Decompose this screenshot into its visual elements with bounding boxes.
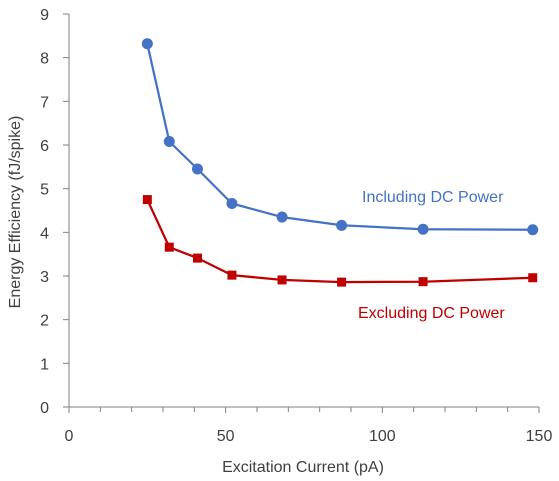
y-tick-label: 0 <box>40 400 49 417</box>
y-tick-label: 2 <box>40 313 49 330</box>
x-axis-label: Excitation Current (pA) <box>222 459 384 476</box>
y-tick-label: 8 <box>40 51 49 68</box>
series-layer <box>141 38 539 287</box>
data-point <box>276 211 288 223</box>
series-line <box>146 43 533 231</box>
x-tick-label: 0 <box>65 428 74 445</box>
x-tick-label: 50 <box>217 428 235 445</box>
x-axis-ticks: 0 50 100 150 <box>65 407 553 445</box>
annotation-excluding-dc-power: Excluding DC Power <box>358 305 505 322</box>
data-point <box>277 275 287 285</box>
data-point <box>163 136 175 148</box>
y-axis-label: Energy Efficiency (fJ/spike) <box>7 116 24 309</box>
data-point <box>418 277 428 287</box>
data-point <box>191 163 203 175</box>
y-axis-ticks: 0 1 2 3 4 5 6 7 8 9 <box>40 7 69 417</box>
y-tick-label: 7 <box>40 94 49 111</box>
series-excluding-dc-power <box>142 195 538 287</box>
x-tick-label: 150 <box>526 428 553 445</box>
y-tick-label: 1 <box>40 356 49 373</box>
annotation-including-dc-power: Including DC Power <box>362 189 504 206</box>
data-point <box>527 224 539 236</box>
series-line <box>146 199 533 284</box>
data-point <box>164 242 174 252</box>
x-tick-label: 100 <box>369 428 396 445</box>
y-tick-label: 5 <box>40 182 49 199</box>
y-tick-label: 6 <box>40 138 49 155</box>
series-including-dc-power <box>141 38 539 236</box>
data-point <box>528 273 538 283</box>
data-point <box>141 38 153 50</box>
y-tick-label: 3 <box>40 269 49 286</box>
data-point <box>226 198 238 210</box>
data-point <box>192 253 202 263</box>
data-point <box>227 270 237 280</box>
data-point <box>337 277 347 287</box>
y-tick-label: 9 <box>40 7 49 24</box>
data-point <box>336 219 348 231</box>
data-point <box>142 195 152 205</box>
y-tick-label: 4 <box>40 225 49 242</box>
axes <box>68 14 539 408</box>
data-point <box>417 223 429 235</box>
